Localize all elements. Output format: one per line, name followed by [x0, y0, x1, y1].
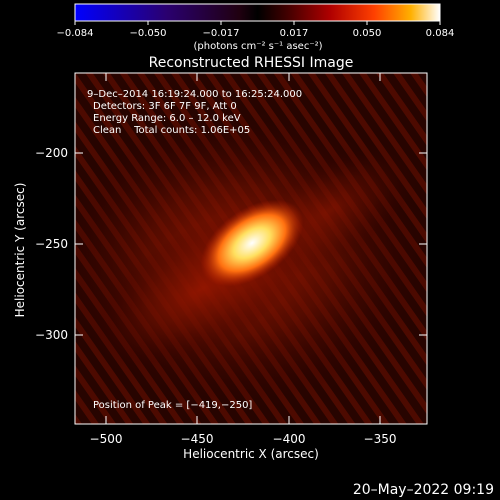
colorbar-tick: 0.050: [353, 28, 382, 39]
colorbar-tick: −0.084: [56, 28, 93, 39]
x-tick-label: −350: [364, 432, 397, 446]
x-tick-label: −500: [90, 432, 123, 446]
colorbar-tick: −0.050: [129, 28, 166, 39]
peak-position-text: Position of Peak = [−419,−250]: [93, 400, 252, 411]
y-axis-label: Heliocentric Y (arcsec): [13, 183, 27, 318]
colorbar-tick: 0.084: [426, 28, 455, 39]
colorbar-scale: [74, 3, 441, 22]
clean-counts-text: Clean Total counts: 1.06E+05: [93, 125, 250, 136]
flare-source: [200, 199, 304, 287]
plot-frame: [74, 72, 428, 425]
solar-image: [75, 73, 427, 424]
x-axis-label: Heliocentric X (arcsec): [183, 447, 319, 461]
axis-ticks: [75, 73, 427, 424]
colorbar-tick: 0.017: [280, 28, 309, 39]
detectors-text: Detectors: 3F 6F 7F 9F, Att 0: [93, 101, 237, 112]
image-title: Reconstructed RHESSI Image: [149, 55, 354, 71]
generation-date: 20–May–2022 09:19: [353, 482, 494, 498]
colorbar: −0.084 −0.050 −0.017 0.017 0.050 0.084 (…: [56, 3, 455, 52]
colorbar-units: (photons cm⁻² s⁻¹ asec⁻²): [193, 41, 322, 52]
colorbar-tick: −0.017: [202, 28, 239, 39]
x-tick-label: −450: [181, 432, 214, 446]
time-range-text: 9–Dec–2014 16:19:24.000 to 16:25:24.000: [87, 89, 302, 100]
energy-range-text: Energy Range: 6.0 – 12.0 keV: [93, 113, 241, 124]
y-tick-label: −300: [35, 328, 68, 342]
y-tick-label: −200: [35, 146, 68, 160]
x-tick-label: −400: [273, 432, 306, 446]
y-tick-label: −250: [35, 237, 68, 251]
